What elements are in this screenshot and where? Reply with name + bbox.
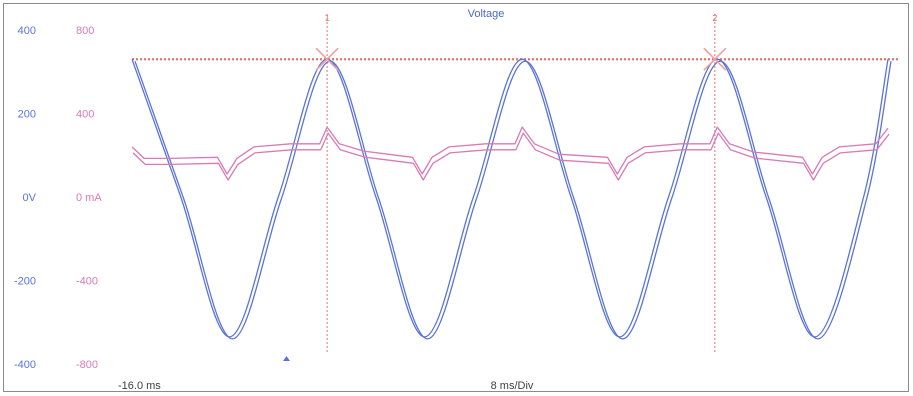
x-start-label: -16.0 ms: [118, 380, 161, 392]
current-tick-label: 400: [76, 109, 94, 121]
cursor-label: 1: [325, 13, 330, 23]
timebase-label: 8 ms/Div: [491, 380, 534, 392]
cursor-crosshair-icon: [703, 47, 727, 71]
voltage-trace-line: [134, 60, 892, 340]
chart-title: Voltage: [468, 8, 505, 20]
voltage-axis-labels: 400 200 0V -200 -400: [14, 25, 37, 371]
cursor-crosshair-icon: [315, 47, 339, 71]
voltage-tick-label: 400: [18, 25, 36, 37]
voltage-tick-label: -200: [14, 276, 36, 288]
current-axis-labels: 800 400 0 mA -400 -800: [76, 25, 102, 371]
current-trace-line: [131, 126, 889, 175]
plot-frame: [3, 3, 909, 392]
trigger-marker-icon: [283, 356, 290, 361]
voltage-trace-line: [131, 58, 889, 338]
current-tick-label: 800: [76, 25, 94, 37]
voltage-tick-label: 0V: [23, 192, 37, 204]
voltage-tick-label: 200: [18, 109, 36, 121]
current-tick-label: -400: [76, 276, 98, 288]
cursor-marker-layer: [315, 47, 727, 71]
voltage-tick-label: -400: [14, 359, 36, 371]
current-trace-line: [132, 132, 890, 181]
current-tick-label: 0 mA: [76, 192, 102, 204]
trace-layer: [131, 58, 892, 340]
cursor-label: 2: [712, 13, 717, 23]
current-tick-label: -800: [76, 359, 98, 371]
